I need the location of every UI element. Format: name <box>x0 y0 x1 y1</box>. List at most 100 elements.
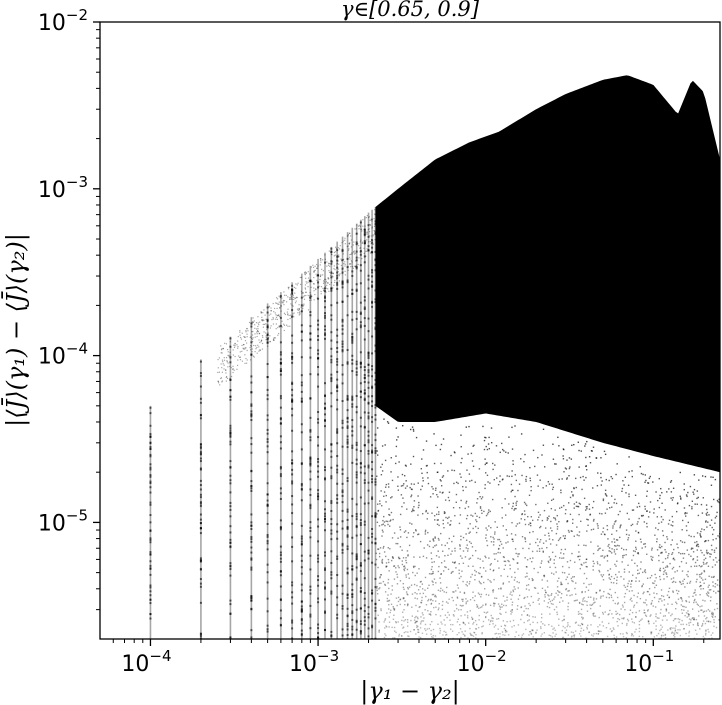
scatter-point <box>367 612 370 615</box>
scatter-point <box>263 323 266 326</box>
scatter-point <box>354 253 356 255</box>
scatter-point <box>660 628 662 630</box>
scatter-point <box>540 635 542 637</box>
scatter-point <box>662 573 665 576</box>
scatter-point <box>608 613 610 615</box>
scatter-point <box>256 330 259 332</box>
scatter-point <box>677 590 680 592</box>
scatter-point <box>470 514 472 516</box>
scatter-point <box>419 540 422 543</box>
scatter-point <box>336 278 338 280</box>
scatter-point <box>462 622 465 624</box>
scatter-point <box>490 526 492 529</box>
scatter-point <box>540 627 542 630</box>
scatter-point <box>402 597 405 600</box>
scatter-point <box>703 615 706 617</box>
scatter-point <box>363 523 366 526</box>
scatter-point <box>696 556 699 558</box>
scatter-point <box>655 491 657 493</box>
scatter-point <box>524 518 526 521</box>
scatter-point <box>669 628 672 631</box>
scatter-point <box>714 478 717 481</box>
scatter-point <box>371 497 374 500</box>
scatter-point <box>333 265 335 267</box>
scatter-point <box>371 269 374 272</box>
scatter-point <box>606 560 609 562</box>
scatter-point <box>706 561 708 564</box>
scatter-point <box>700 549 702 552</box>
scatter-point <box>623 568 626 571</box>
scatter-point <box>291 298 293 300</box>
scatter-point <box>448 547 450 550</box>
scatter-point <box>292 294 294 296</box>
scatter-point <box>341 468 344 471</box>
scatter-point <box>520 458 522 460</box>
scatter-point <box>279 326 281 328</box>
scatter-point <box>234 342 236 345</box>
scatter-point <box>374 617 377 620</box>
scatter-point <box>380 207 382 209</box>
scatter-point <box>485 534 487 536</box>
scatter-point <box>461 570 463 572</box>
scatter-point <box>291 545 294 548</box>
scatter-point <box>619 525 622 527</box>
scatter-point <box>574 587 576 590</box>
scatter-point <box>442 438 445 440</box>
scatter-point <box>229 546 232 549</box>
scatter-point <box>363 520 366 523</box>
scatter-point <box>665 608 668 611</box>
scatter-point <box>419 592 421 595</box>
scatter-point <box>675 631 678 634</box>
scatter-point <box>365 241 367 243</box>
scatter-point <box>606 524 608 527</box>
scatter-point <box>300 339 303 342</box>
scatter-point <box>367 245 370 248</box>
scatter-point <box>562 600 564 602</box>
scatter-point <box>330 253 332 255</box>
scatter-point <box>244 336 246 338</box>
scatter-point <box>623 617 625 619</box>
scatter-point <box>407 631 409 633</box>
scatter-point <box>381 560 383 562</box>
scatter-point <box>221 381 223 383</box>
scatter-point <box>199 601 202 604</box>
scatter-point <box>631 618 633 620</box>
scatter-point <box>333 255 335 257</box>
scatter-point <box>498 605 501 607</box>
scatter-point <box>324 261 327 264</box>
scatter-point <box>403 565 405 568</box>
scatter-point <box>485 612 488 614</box>
scatter-point <box>291 536 294 539</box>
scatter-point <box>229 515 232 518</box>
scatter-point <box>266 326 269 329</box>
scatter-point <box>518 594 521 597</box>
scatter-point <box>604 453 607 456</box>
scatter-point <box>351 354 354 357</box>
scatter-point <box>317 498 320 501</box>
scatter-point <box>685 599 687 602</box>
scatter-point <box>627 564 629 566</box>
scatter-point <box>307 277 310 279</box>
scatter-point <box>336 398 339 401</box>
scatter-point <box>580 627 583 630</box>
scatter-point <box>149 590 152 593</box>
scatter-point <box>549 635 552 637</box>
scatter-point <box>582 617 584 619</box>
scatter-point <box>417 610 419 612</box>
scatter-point <box>475 628 477 630</box>
scatter-point <box>303 295 305 297</box>
scatter-point <box>716 607 719 610</box>
scatter-point <box>566 477 568 479</box>
scatter-point <box>603 557 605 559</box>
scatter-point <box>671 568 674 570</box>
scatter-point <box>471 573 473 576</box>
scatter-point <box>324 300 327 303</box>
scatter-point <box>229 562 232 565</box>
scatter-point <box>330 376 333 379</box>
scatter-point <box>619 633 622 635</box>
scatter-point <box>659 578 662 581</box>
scatter-point <box>586 507 588 510</box>
scatter-point <box>307 271 309 273</box>
scatter-point <box>317 554 320 557</box>
scatter-point <box>279 526 282 529</box>
